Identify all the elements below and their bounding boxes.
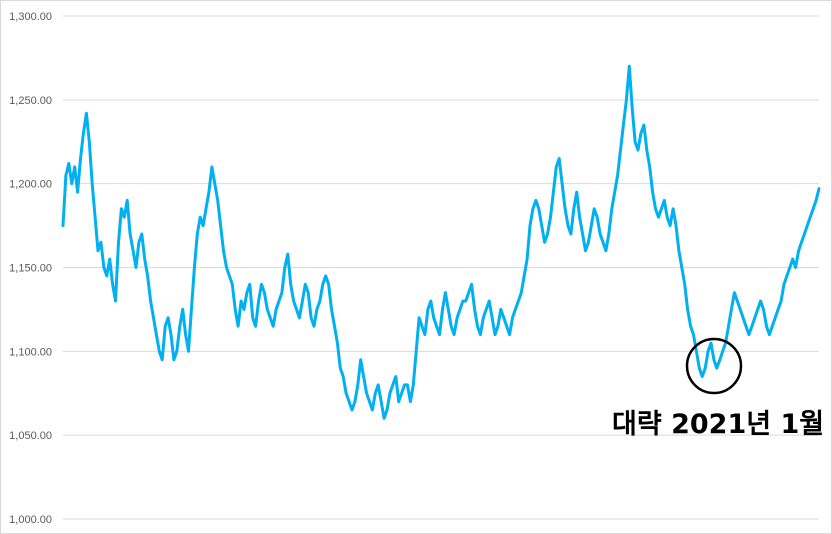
y-tick-label: 1,050.00: [9, 430, 52, 442]
y-tick-label: 1,200.00: [9, 179, 52, 191]
grid-lines: [63, 15, 819, 520]
y-tick-label: 1,300.00: [9, 11, 52, 23]
annotation-circle: [685, 337, 743, 395]
y-tick-label: 1,250.00: [9, 95, 52, 107]
y-axis-tick-labels: 1,000.00 1,050.00 1,100.00 1,150.00 1,200.00…: [9, 11, 52, 526]
y-tick-label: 1,100.00: [9, 346, 52, 358]
annotation-label: 대략 2021년 1월: [612, 409, 824, 440]
y-tick-label: 1,000.00: [9, 514, 52, 526]
exchange-rate-series-line: [61, 64, 821, 420]
y-tick-label: 1,150.00: [9, 263, 52, 275]
